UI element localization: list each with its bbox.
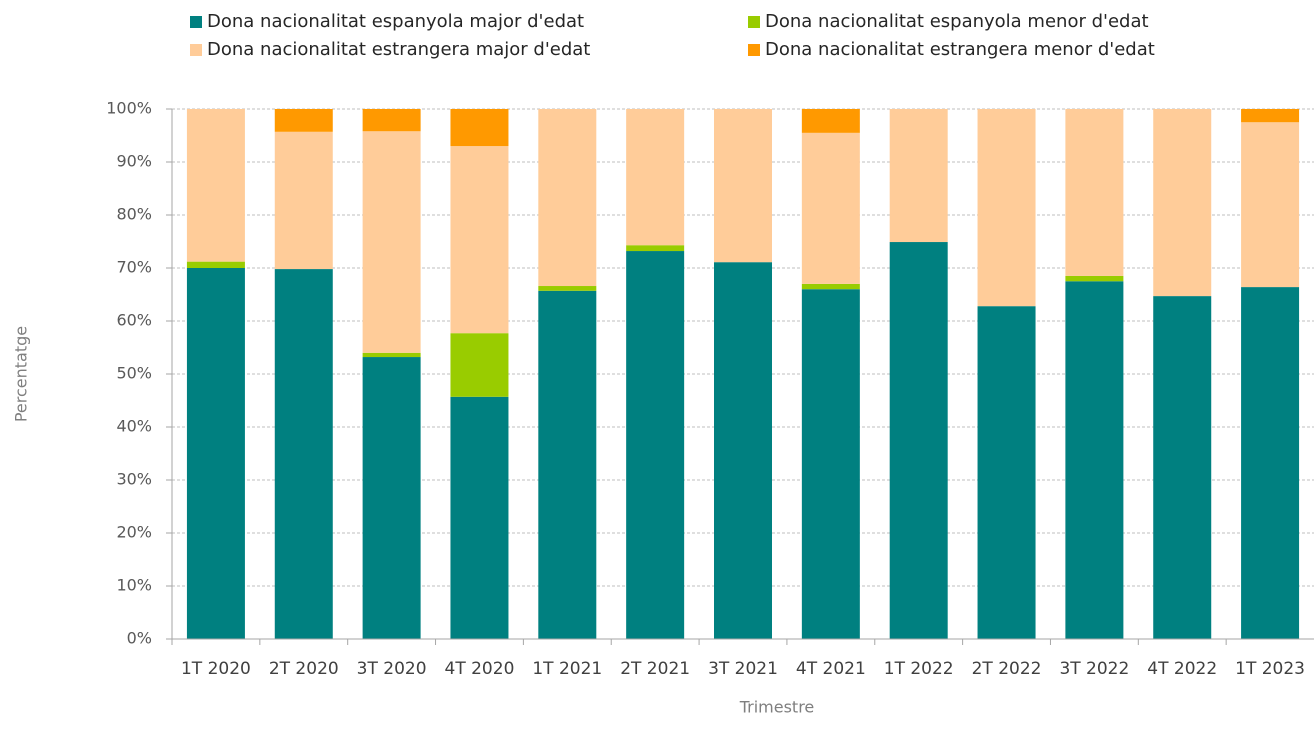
bar-segment [1241,287,1300,639]
y-tick-label: 40% [116,417,152,436]
x-axis-title: Trimestre [739,698,815,717]
bar-segment [186,261,245,268]
bar-segment [977,306,1036,639]
y-tick-label: 90% [116,152,152,171]
legend-label: Dona nacionalitat espanyola major d'edat [207,11,584,32]
bar-segment [889,242,948,639]
bar-segment [801,132,860,284]
bar-segment [450,333,509,397]
y-tick-label: 0% [127,629,152,648]
bar-segment [1065,275,1124,282]
bar-segment [538,286,597,291]
y-tick-label: 80% [116,205,152,224]
bar-segment [274,269,333,639]
y-tick-label: 10% [116,576,152,595]
x-tick-label: 2T 2021 [620,659,690,679]
y-tick-label: 20% [116,523,152,542]
bar-segment [450,146,509,334]
bar-segment [626,109,685,246]
bar-segment [714,262,772,639]
bar-segment [801,109,860,133]
x-tick-label: 3T 2021 [708,659,778,679]
bar-segment [1153,109,1212,297]
bar-segment [801,283,860,290]
bar-segment [1241,122,1300,288]
x-tick-label: 4T 2021 [796,659,866,679]
bar-segment [450,396,509,639]
bar-segment [186,109,245,262]
bar-segment [362,357,421,639]
x-tick-label: 2T 2020 [269,659,339,679]
x-tick-label: 3T 2022 [1059,659,1129,679]
bar-segment [362,131,421,353]
x-tick-label: 4T 2020 [445,659,515,679]
x-tick-label: 1T 2021 [532,659,602,679]
x-tick-label: 3T 2020 [357,659,427,679]
legend-label: Dona nacionalitat estrangera menor d'eda… [765,39,1155,60]
bar-segment [538,290,597,639]
bar-segment [362,352,421,358]
y-tick-label: 30% [116,470,152,489]
bar-segment [889,109,948,243]
x-tick-label: 1T 2020 [181,659,251,679]
bar-segment [538,109,597,287]
bar-segment [1153,296,1212,639]
bar-segment [977,109,1036,307]
legend-label: Dona nacionalitat espanyola menor d'edat [765,11,1149,32]
y-tick-label: 70% [116,258,152,277]
x-tick-label: 1T 2023 [1235,659,1305,679]
bar-segment [362,109,421,132]
bar-segment [1241,109,1300,123]
bar-segment [450,109,509,147]
bar-segment [626,245,685,252]
y-tick-label: 100% [106,99,152,118]
legend-label: Dona nacionalitat estrangera major d'eda… [207,39,590,60]
y-axis-title: Percentatge [12,326,31,422]
x-tick-label: 2T 2022 [972,659,1042,679]
x-tick-label: 4T 2022 [1147,659,1217,679]
legend-swatch [748,44,760,56]
y-tick-label: 50% [116,364,152,383]
legend-swatch [190,16,202,28]
legend-swatch [748,16,760,28]
bar-segment [714,109,772,263]
bar-segment [274,131,333,270]
bar-segment [626,251,685,640]
bar-segment [1065,109,1124,276]
bar-segment [801,289,860,639]
legend-swatch [190,44,202,56]
x-tick-label: 1T 2022 [884,659,954,679]
y-tick-label: 60% [116,311,152,330]
bar-segment [1065,281,1124,639]
bar-segment [274,109,333,132]
bar-segment [186,268,245,639]
